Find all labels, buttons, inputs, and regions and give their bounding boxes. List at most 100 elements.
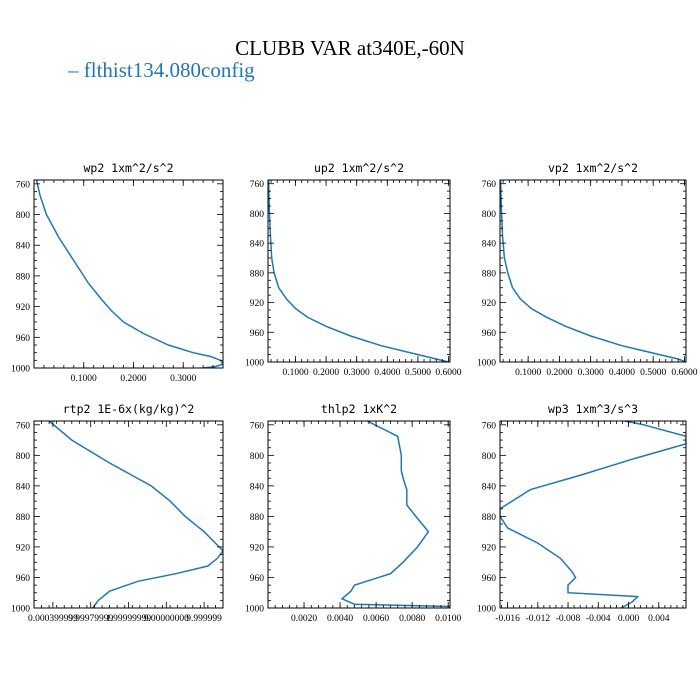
legend-entry-label: flthist134.080config [83,58,255,82]
y-tick-label: 840 [16,242,31,252]
x-tick-label: 0.0020 [291,614,317,624]
y-tick-label: 800 [16,211,31,221]
y-tick-label: 960 [250,574,265,584]
y-tick-label: 1000 [245,359,264,369]
series-line [340,421,450,608]
y-tick-label: 920 [16,303,31,313]
y-tick-label: 800 [16,452,31,462]
x-tick-label: 0.1000 [282,368,308,378]
y-tick-label: 800 [250,210,265,220]
x-tick-label: 0.1000 [515,368,541,378]
plot-frame [499,420,687,609]
y-tick-label: 760 [16,180,31,190]
y-tick-label: 880 [482,269,497,279]
y-tick-label: 800 [250,452,265,462]
y-tick-label: 960 [482,574,497,584]
y-tick-label: 800 [482,210,497,220]
x-tick-label: 0.3000 [578,368,604,378]
plot-frame [33,179,224,369]
y-tick-label: 1000 [245,605,264,615]
y-tick-label: 880 [482,513,497,523]
chart-panel-1: wp2 1xm^2/s^2 760 800 840 880 920 960 1000 0.100… [11,161,224,384]
y-tick-label: 760 [250,180,265,190]
y-tick-label: 960 [250,329,265,339]
x-tick-label: 0.4000 [609,368,635,378]
y-tick-label: 880 [16,513,31,523]
y-tick-label: 840 [482,240,497,250]
y-tick-label: 880 [16,272,31,282]
plot-frame [499,179,687,363]
panel-title: wp2 1xm^2/s^2 [83,161,173,175]
y-tick-label: 920 [250,299,265,309]
y-tick-label: 960 [16,334,31,344]
x-tick-label: 0.2000 [546,368,572,378]
x-tick-label: 0.4000 [374,368,400,378]
panel-title: vp2 1xm^2/s^2 [548,161,638,175]
chart-panel-2: up2 1xm^2/s^2 760 800 840 880 920 960 1000 0.100… [245,161,462,378]
x-tick-label: 0.3000 [170,374,196,384]
x-tick-label: 0.5000 [640,368,666,378]
panel-title: rtp2 1E-6x(kg/kg)^2 [63,402,195,416]
y-tick-label: 1000 [477,359,496,369]
plot-frame [33,420,224,609]
y-tick-label: 840 [482,482,497,492]
y-tick-label: 920 [250,543,265,553]
x-tick-label: 0.6000 [435,368,461,378]
y-tick-label: 920 [16,543,31,553]
x-tick-label: 0.0100 [435,614,461,624]
panel-title: thlp2 1xK^2 [321,402,397,416]
x-tick-label: 0.0040 [327,614,353,624]
y-tick-label: 800 [482,452,497,462]
y-tick-label: 840 [250,482,265,492]
x-tick-label: 9.99979999 [68,614,113,624]
x-tick-label: 0.000399999 [28,614,78,624]
x-tick-label: -0.008 [556,614,581,624]
y-tick-label: 760 [16,421,31,431]
x-tick-label: 0.004 [648,614,670,624]
plot-frame [267,179,451,363]
panel-title: up2 1xm^2/s^2 [314,161,404,175]
x-tick-label: 1.99999999 [106,614,151,624]
y-tick-label: 840 [16,482,31,492]
x-tick-label: -0.016 [495,614,520,624]
y-tick-label: 840 [250,240,265,250]
y-tick-label: 760 [482,180,497,190]
y-tick-label: 960 [482,329,497,339]
panel-title: wp3 1xm^3/s^3 [548,402,638,416]
y-tick-label: 960 [16,574,31,584]
x-tick-label: 0.6000 [671,368,697,378]
x-tick-label: 0.3000 [344,368,370,378]
legend: – flthist134.080config [68,58,255,83]
series-line [35,180,223,368]
chart-panel-4: rtp2 1E-6x(kg/kg)^2 760 800 840 880 920 960 100… [11,402,224,624]
series-line [48,421,223,608]
x-tick-label: 9.00000000 [144,614,189,624]
y-tick-label: 920 [482,299,497,309]
y-tick-label: 920 [482,543,497,553]
legend-line-icon: – [68,58,79,82]
y-tick-label: 760 [250,421,265,431]
x-tick-label: 0.000 [618,614,640,624]
y-tick-label: 1000 [477,605,496,615]
chart-panel-3: vp2 1xm^2/s^2 760 800 840 880 920 960 1000 0.100… [477,161,698,378]
series-line [268,180,449,362]
x-tick-label: 0.0060 [363,614,389,624]
x-tick-label: -0.004 [586,614,611,624]
y-tick-label: 1000 [11,365,30,375]
series-line [500,421,686,608]
y-tick-label: 760 [482,421,497,431]
y-tick-label: 1000 [11,605,30,615]
x-tick-label: -0.012 [526,614,551,624]
series-line [500,180,686,362]
x-tick-label: 0.2000 [120,374,146,384]
x-tick-label: 0.1000 [71,374,97,384]
x-tick-label: 0.2000 [313,368,339,378]
x-tick-label: 9.999999 [186,614,222,624]
y-tick-label: 880 [250,269,265,279]
plot-frame [267,420,451,609]
chart-panel-5: thlp2 1xK^2 760 800 840 880 920 960 1000 0.0020 0… [245,402,462,624]
x-tick-label: 0.0080 [399,614,425,624]
chart-panel-6: wp3 1xm^3/s^37608008408809209601000-0.01… [477,402,687,624]
x-tick-label: 0.5000 [405,368,431,378]
